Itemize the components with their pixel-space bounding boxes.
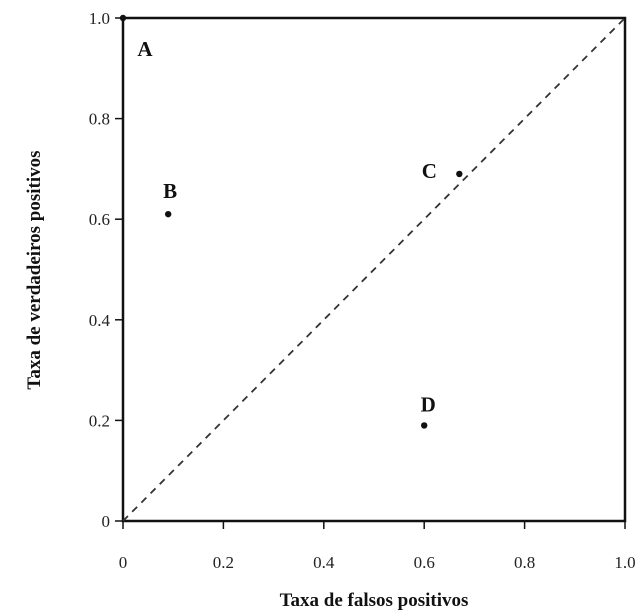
y-tick-label: 0.2 (89, 411, 110, 430)
reference-diagonal-layer (122, 17, 626, 522)
data-point-a (119, 14, 127, 22)
x-tick-label: 1.0 (614, 553, 635, 572)
x-axis-ticks: 0 0.2 0.4 0.6 0.8 1.0 (119, 521, 636, 572)
x-tick-label: 0.2 (213, 553, 234, 572)
point-label-b: B (163, 179, 177, 203)
x-tick-label: 0 (119, 553, 128, 572)
plot-frame (121, 16, 627, 523)
point-label-d: D (421, 392, 436, 416)
x-tick-label: 0.6 (414, 553, 435, 572)
y-axis-title: Taxa de verdadeiros positivos (24, 150, 45, 389)
x-tick-label: 0.8 (514, 553, 535, 572)
x-tick-label: 0.4 (313, 553, 335, 572)
data-point-b (164, 210, 172, 218)
point-label-c: C (422, 159, 437, 183)
y-tick-label: 0.8 (89, 110, 110, 129)
data-point-d (421, 422, 428, 429)
y-tick-label: 1.0 (89, 9, 110, 28)
y-tick-label: 0 (102, 512, 111, 531)
x-axis-title: Taxa de falsos positivos (280, 590, 469, 611)
y-axis-ticks: 0 0.2 0.4 0.6 0.8 1.0 (89, 9, 123, 531)
y-tick-label: 0.6 (89, 210, 110, 229)
data-points: A B C D (119, 14, 463, 429)
reference-diagonal-line (122, 17, 626, 522)
y-tick-label: 0.4 (89, 311, 111, 330)
point-label-a: A (137, 37, 153, 61)
data-point-c (456, 170, 463, 178)
